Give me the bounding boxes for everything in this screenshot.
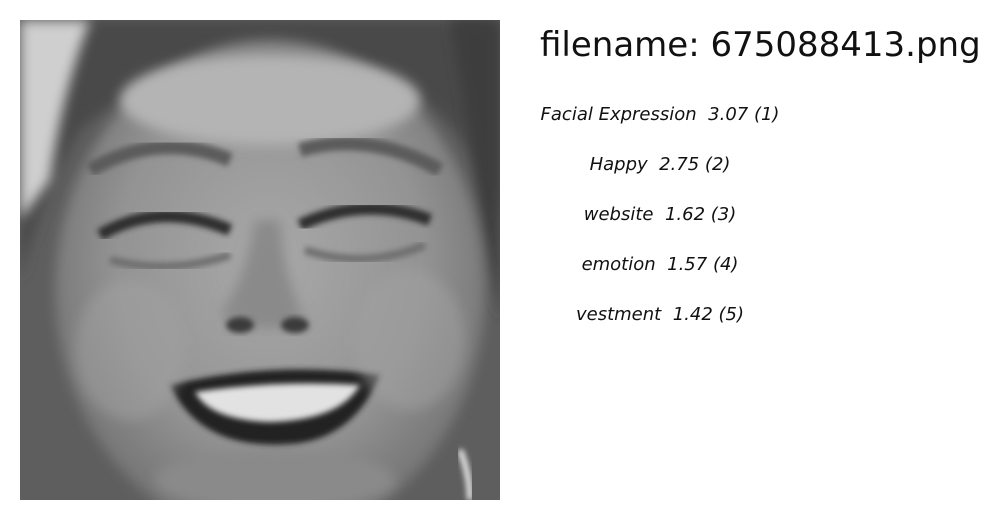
tag-score: 1.57 <box>667 254 708 275</box>
tag-score: 2.75 <box>659 154 700 175</box>
tag-label: vestment <box>575 304 662 325</box>
tag-rank: (1) <box>753 104 780 125</box>
tag-label: website <box>583 204 654 225</box>
tag-row: Happy 2.75 (2) <box>540 152 780 178</box>
face-photo <box>20 20 500 500</box>
tag-row: website 1.62 (3) <box>540 202 780 228</box>
tag-label: Happy <box>589 154 648 175</box>
tag-rank: (5) <box>718 304 745 325</box>
tag-score: 1.62 <box>664 204 706 225</box>
tag-label: emotion <box>581 254 656 275</box>
tag-row: vestment 1.42 (5) <box>540 302 780 328</box>
face-image-icon <box>20 20 500 500</box>
tag-score: 1.42 <box>672 304 713 325</box>
tag-rank: (3) <box>710 204 737 225</box>
tag-rank: (2) <box>704 154 731 175</box>
tag-row: Facial Expression 3.07 (1) <box>540 102 780 128</box>
tag-label: Facial Expression <box>540 104 697 125</box>
tag-score: 3.07 <box>708 104 749 125</box>
tag-row: emotion 1.57 (4) <box>540 252 780 278</box>
tag-rank: (4) <box>712 254 739 275</box>
filename-title: filename: 675088413.png <box>540 25 981 65</box>
